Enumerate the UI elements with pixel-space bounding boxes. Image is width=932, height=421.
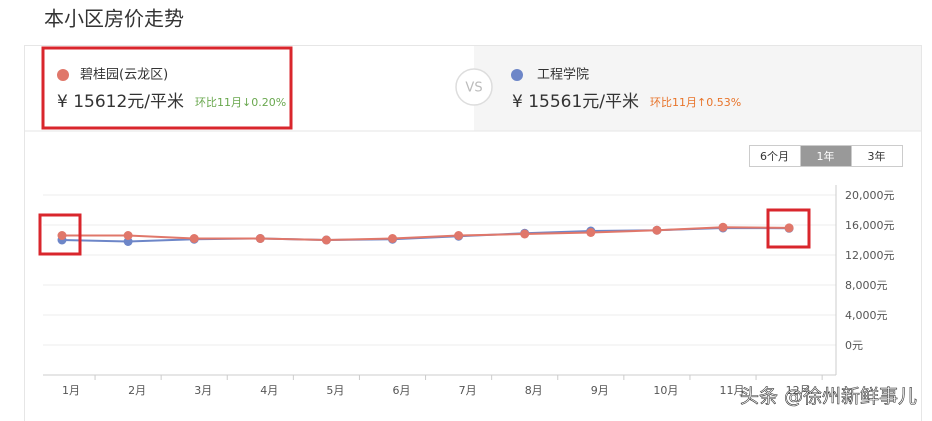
legend-dot xyxy=(511,69,523,81)
y-tick-label: 8,000元 xyxy=(845,279,888,292)
range-button-label[interactable]: 6个月 xyxy=(760,150,789,163)
price: ¥ 15561元/平米 xyxy=(512,92,639,112)
range-button-label[interactable]: 3年 xyxy=(868,149,886,163)
y-tick-label: 0元 xyxy=(845,339,863,352)
data-point xyxy=(586,228,596,237)
data-point xyxy=(321,235,331,245)
data-point xyxy=(123,231,133,240)
data-point xyxy=(784,223,794,233)
legend-dot xyxy=(57,69,69,81)
y-tick-label: 16,000元 xyxy=(845,219,895,232)
change: 环比11月↑0.53% xyxy=(650,96,741,109)
x-tick-label: 1月 xyxy=(62,384,80,397)
data-point xyxy=(388,234,397,243)
x-tick-label: 8月 xyxy=(525,384,543,397)
page-title: 本小区房价走势 xyxy=(44,7,184,31)
data-point xyxy=(652,225,662,235)
data-point xyxy=(255,234,265,243)
data-point xyxy=(718,222,728,232)
price: ¥ 15612元/平米 xyxy=(57,92,184,112)
x-tick-label: 2月 xyxy=(128,384,146,397)
range-button[interactable] xyxy=(851,145,903,167)
compare-right-bg xyxy=(474,46,921,131)
data-point xyxy=(454,231,464,240)
series-line xyxy=(62,226,790,242)
highlight-box xyxy=(766,208,811,249)
x-tick-label: 11月 xyxy=(720,384,745,397)
data-point xyxy=(520,229,530,239)
data-point xyxy=(189,234,199,243)
change: 环比11月↓0.20% xyxy=(195,96,286,109)
x-tick-label: 6月 xyxy=(393,384,411,397)
x-tick-label: 4月 xyxy=(260,384,278,397)
x-tick-label: 10月 xyxy=(653,384,678,397)
legend-name: 碧桂园(云龙区) xyxy=(80,68,168,83)
vs-circle xyxy=(455,68,493,106)
highlight-box xyxy=(41,46,293,130)
x-tick-label: 3月 xyxy=(194,384,212,397)
range-button-label[interactable]: 1年 xyxy=(817,149,835,163)
y-tick-label: 12,000元 xyxy=(845,249,895,262)
x-tick-label: 9月 xyxy=(591,384,609,397)
y-tick-label: 20,000元 xyxy=(845,189,895,202)
x-tick-label: 7月 xyxy=(459,384,477,397)
highlight-box xyxy=(38,213,82,256)
legend-name: 工程学院 xyxy=(537,67,589,83)
vs-label: VS xyxy=(465,81,482,96)
data-point xyxy=(57,231,67,240)
x-tick-label: 12月 xyxy=(786,384,811,397)
y-tick-label: 4,000元 xyxy=(845,309,888,322)
x-tick-label: 5月 xyxy=(326,384,344,397)
watermark: 头条 @徐州新鲜事儿 xyxy=(740,386,917,408)
